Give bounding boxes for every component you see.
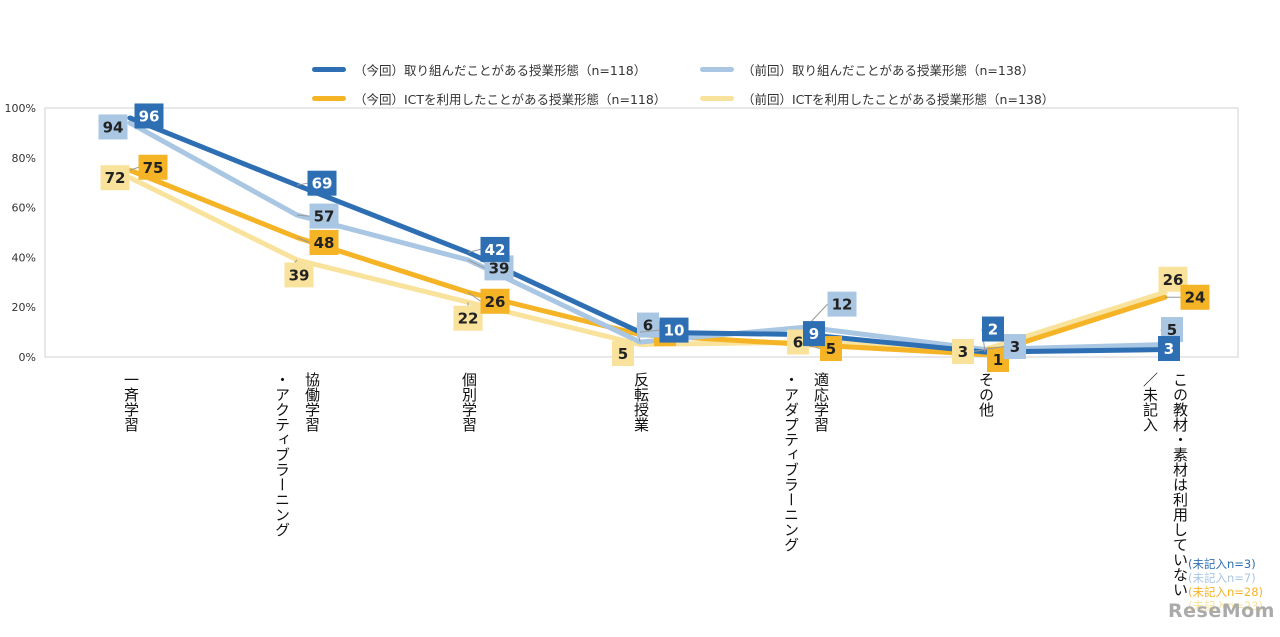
data-label: 48 [314,234,335,252]
data-label: 5 [826,340,836,358]
label-leader [467,248,481,253]
watermark-logo: ReseMom [1168,600,1275,622]
data-label-box [309,203,339,229]
legend-item-2: （前回）取り組んだことがある授業形態（n=138） [700,60,1034,79]
data-label-box [100,165,130,191]
legend-item-3: （今回）ICTを利用したことがある授業形態（n=118） [312,89,666,108]
data-label: 9 [809,325,819,343]
data-label-box [284,262,314,288]
missing-count-note-3: (未記入n=28) [1188,585,1264,599]
data-label-box [637,312,659,338]
label-leader [296,182,308,186]
data-label-box [98,114,128,140]
data-label: 10 [664,322,685,340]
missing-count-note-1: (未記入n=3) [1188,557,1256,571]
label-leader [467,291,481,302]
data-label: 26 [485,293,506,311]
data-label: 3 [1164,340,1174,358]
x-category-label: この教材・素材は利用していない [1171,372,1189,597]
data-label-box [1158,336,1180,362]
y-tick-label: 40% [12,251,36,264]
data-label-box [1180,284,1210,310]
data-label: 96 [139,107,160,125]
data-label: 5 [1167,321,1177,339]
data-label: 22 [458,310,479,328]
data-label: 39 [489,259,510,277]
data-label-box [480,288,510,314]
data-label-box [982,316,1004,342]
y-tick-label: 80% [12,152,36,165]
x-category-label: その他 [977,372,995,417]
data-label: 26 [1163,271,1184,289]
legend-swatch-3 [312,96,346,101]
label-leader [973,349,986,353]
data-label: 6 [793,334,803,352]
data-label-box [309,229,339,255]
x-category-label: ・アダプティブラーニング [782,372,800,552]
y-tick-label: 100% [5,102,36,115]
data-label-box [820,336,842,362]
data-label-box [612,341,634,367]
label-leader [984,346,1005,351]
plot-area [44,107,1239,358]
missing-count-note-4: (未記入n=23) [1188,599,1264,613]
data-label-box [134,103,164,129]
y-tick-label: 60% [12,202,36,215]
missing-count-note-2: (未記入n=7) [1188,571,1256,585]
legend-item-1: （今回）取り組んだことがある授業形態（n=118） [312,60,646,79]
x-category-label: 一斉学習 [122,372,140,432]
data-label: 39 [289,266,310,284]
legend-swatch-1 [312,67,346,72]
label-leader [296,237,310,243]
x-category-label: 協働学習 [303,372,321,432]
data-label-box [827,291,857,317]
legend-label-4: （前回）ICTを利用したことがある授業形態（n=138） [742,92,1055,107]
data-label: 6 [643,317,653,335]
data-label-box [987,347,1009,373]
data-label: 24 [1185,289,1206,307]
x-category-label: ／未記入 [1141,372,1159,432]
legend-label-2: （前回）取り組んだことがある授業形態（n=138） [742,63,1035,78]
label-leader [129,166,139,171]
data-label: 3 [1010,338,1020,356]
data-label: 94 [103,118,124,136]
x-category-label: ・アクティブラーニング [273,372,291,537]
data-label: 57 [314,208,335,226]
x-category-label: 適応学習 [812,372,830,432]
data-label-box [307,170,337,196]
label-leader [467,259,485,269]
data-label-box [480,236,510,262]
legend-swatch-2 [700,67,734,72]
data-label: 5 [618,345,628,363]
label-leader [296,214,310,217]
data-label-box [453,305,483,331]
legend-label-1: （今回）取り組んだことがある授業形態（n=118） [354,63,647,78]
legend-item-4: （前回）ICTを利用したことがある授業形態（n=138） [700,89,1054,108]
data-label: 1 [993,351,1003,369]
x-category-label: 反転授業 [632,372,650,432]
data-label: 12 [832,296,853,314]
label-leader [639,329,660,333]
data-label-box [138,154,168,180]
data-label-box [1004,334,1026,360]
data-label: 3 [958,343,968,361]
legend-swatch-4 [700,96,734,101]
missing-count-notes: (未記入n=3) (未記入n=7) (未記入n=28) (未記入n=23) [1188,557,1263,613]
data-label: 75 [143,159,164,177]
data-label: 72 [105,169,126,187]
data-label-box [1161,317,1183,343]
y-tick-label: 20% [12,301,36,314]
y-tick-label: 0% [19,351,36,364]
data-label: 69 [312,175,333,193]
data-label: 42 [485,241,506,259]
data-label-box [952,339,974,365]
legend-label-3: （今回）ICTを利用したことがある授業形態（n=118） [354,92,667,107]
data-label-box [659,317,689,343]
data-label: 2 [988,321,998,339]
data-label-box [803,321,825,347]
x-category-label: 個別学習 [460,372,478,432]
